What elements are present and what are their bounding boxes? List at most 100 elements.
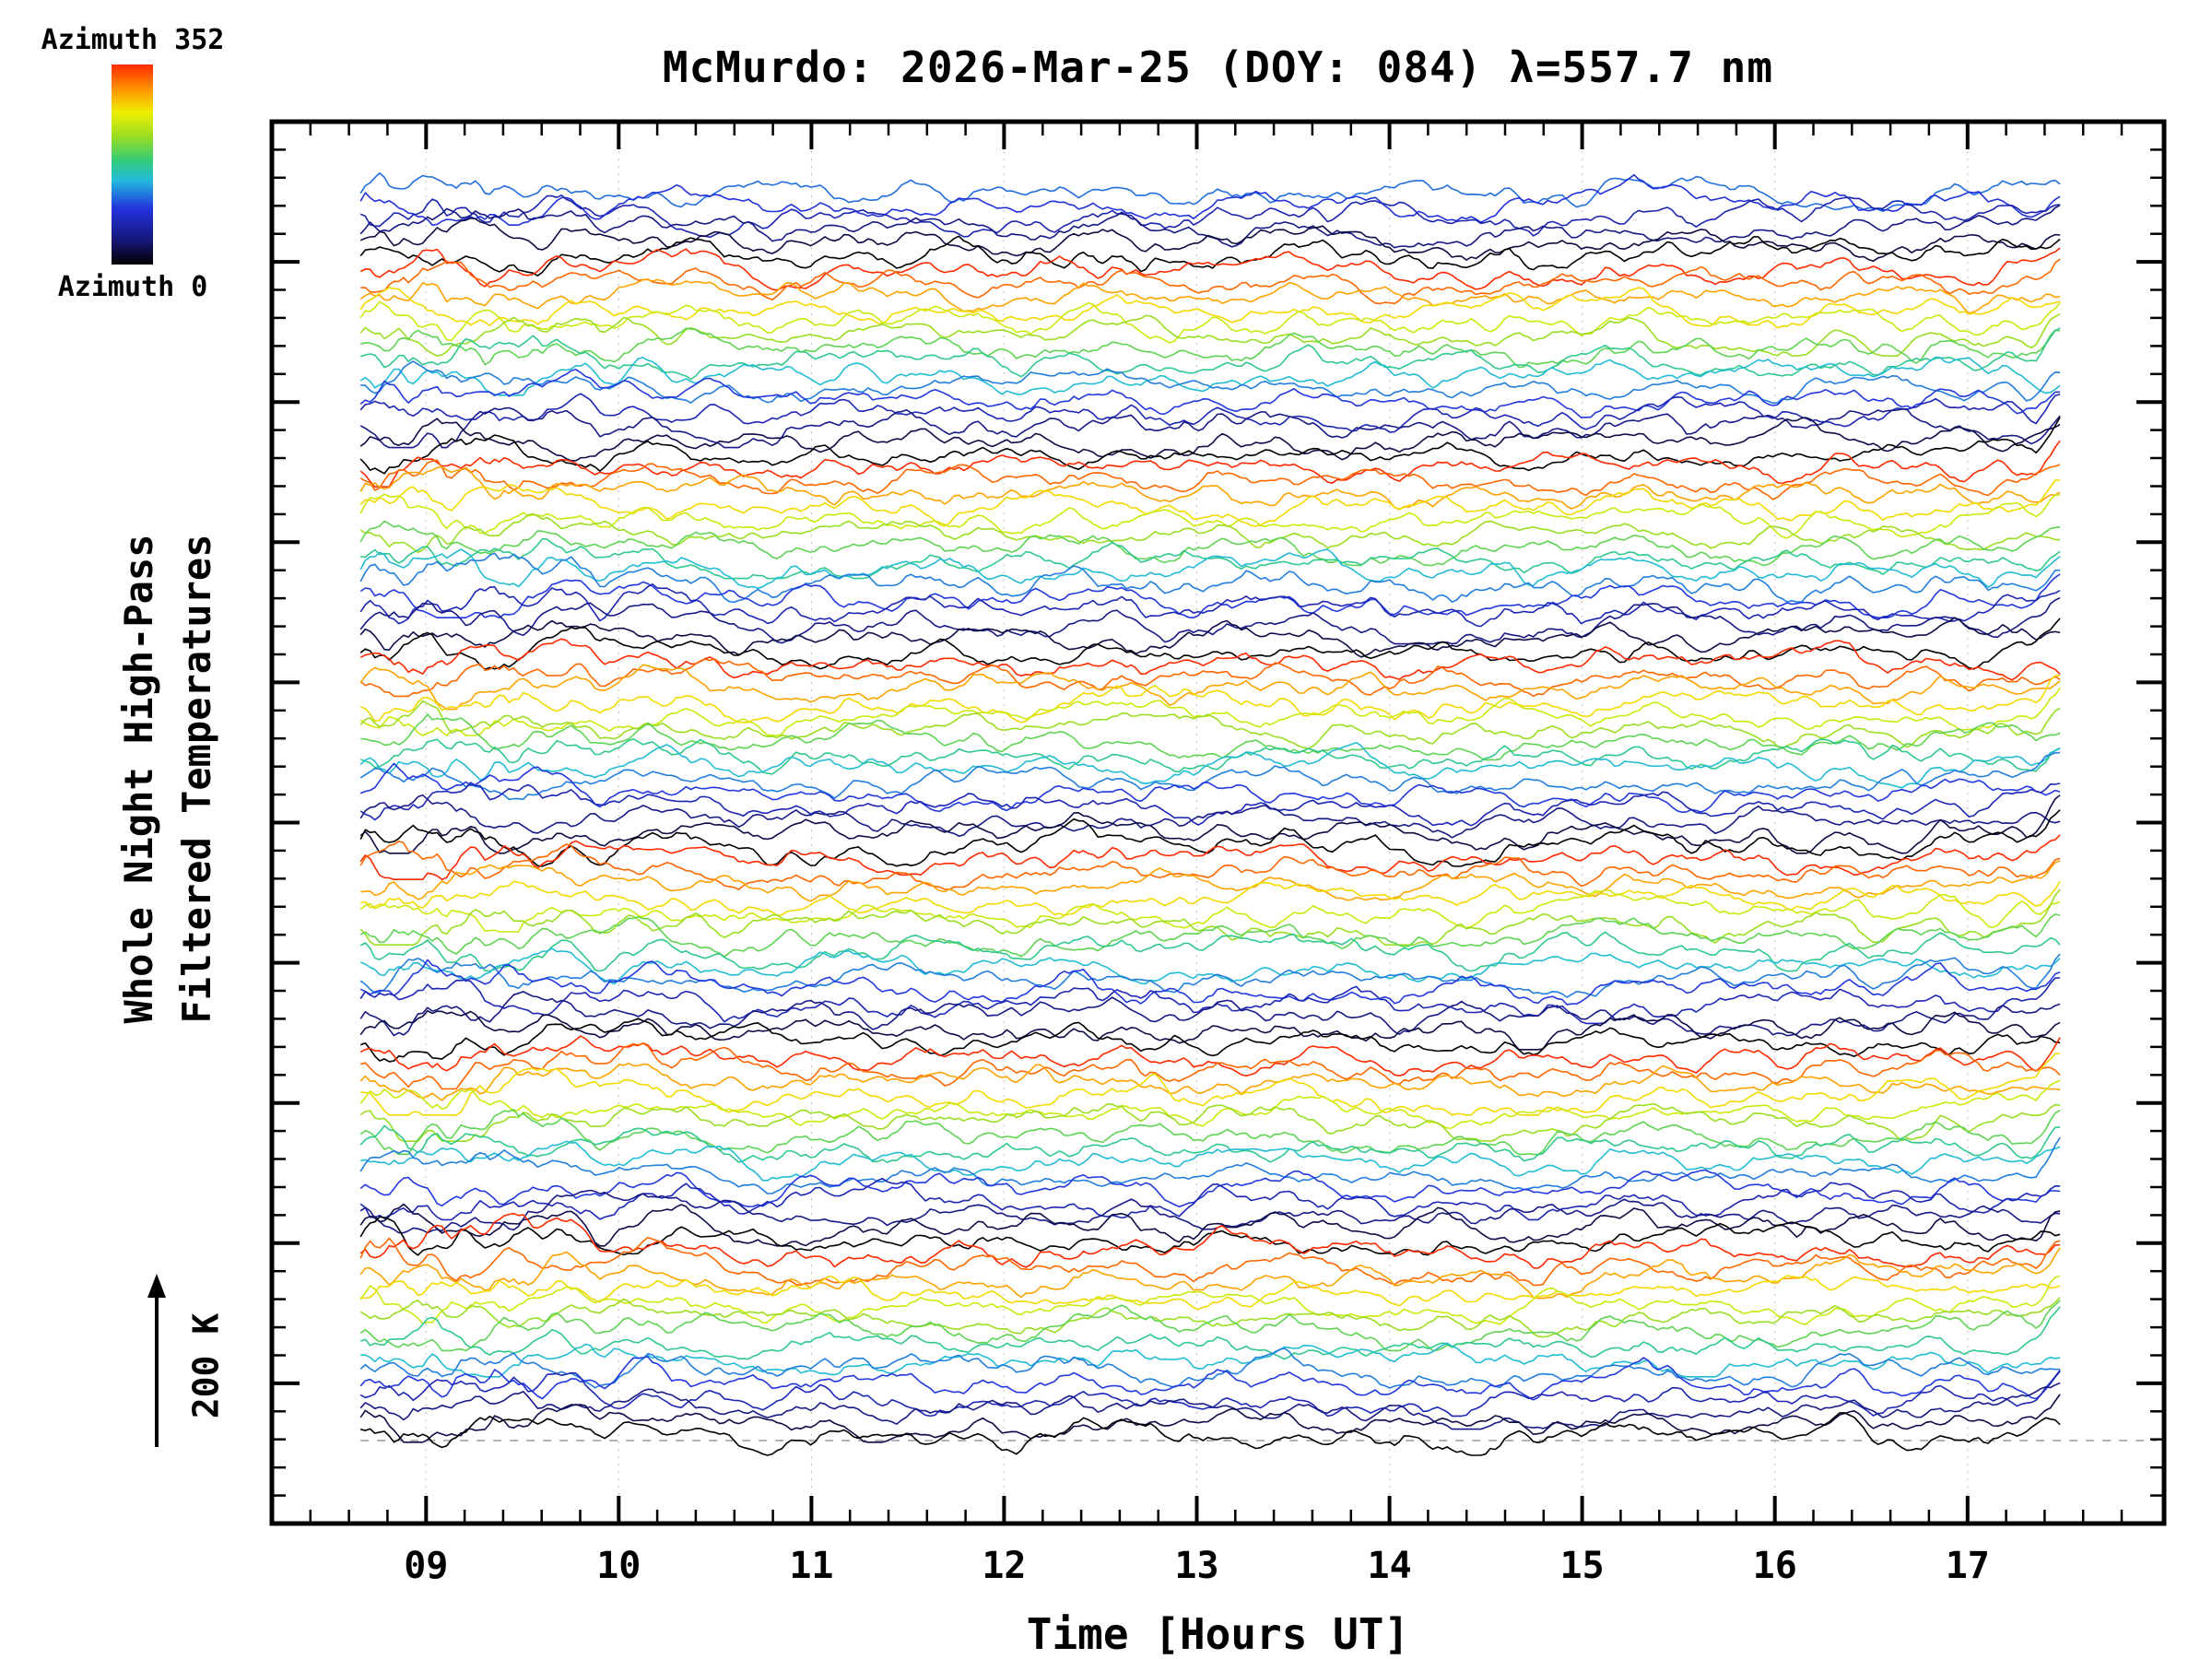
trace [359,278,2061,314]
x-tick-label: 12 [982,1545,1026,1587]
trace [359,687,2061,736]
x-tick-label: 09 [404,1545,448,1587]
trace [359,834,2061,881]
trace [359,327,2061,369]
trace [359,1275,2061,1325]
x-tick-label: 10 [596,1545,641,1587]
trace [359,947,2061,985]
trace [359,1169,2061,1207]
trace [359,1212,2061,1269]
trace [359,312,2061,358]
trace [359,1109,2061,1156]
trace [359,171,2061,213]
trace [359,617,2061,658]
trace [359,737,2061,775]
trace [359,664,2061,711]
trace [359,638,2061,681]
trace [359,1018,2061,1063]
trace [359,888,2061,946]
trace [359,573,2061,619]
trace [359,1177,2061,1221]
trace [359,1356,2061,1401]
trace [359,794,2061,839]
axis-ticks [272,122,2164,1524]
trace [359,1370,2061,1418]
trace [360,258,2061,305]
trace [360,880,2061,917]
trace [359,658,2061,698]
trace [360,1342,2061,1378]
trace [359,1306,2061,1360]
trace [359,479,2061,527]
trace [360,1053,2061,1116]
x-axis-label: Time [Hours UT] [1026,1609,1410,1659]
colorbar-bottom-label: Azimuth 0 [57,271,208,303]
trace [359,520,2061,567]
azimuth-colorbar [112,65,153,265]
trace [359,675,2061,724]
trace [359,596,2061,645]
chart-title: McMurdo: 2026-Mar-25 (DOY: 084) λ=557.7 … [662,42,1774,92]
trace [359,327,2061,381]
trace [359,751,2061,801]
trace [359,1297,2061,1338]
x-tick-label: 11 [789,1545,833,1587]
trace [360,1412,2061,1456]
trace [359,194,2061,239]
trace [359,1063,2061,1101]
trace [359,493,2061,539]
trace [359,889,2061,933]
trace [359,741,2061,789]
trace [359,552,2061,604]
trace [359,440,2061,488]
trace [359,1347,2061,1389]
trace [359,700,2061,750]
trace [359,173,2061,226]
trace [359,247,2061,291]
trace [359,512,2061,554]
trace [359,1236,2061,1287]
trace [359,369,2061,418]
trace [360,860,2061,902]
trace [359,762,2061,814]
trace [359,1189,2061,1234]
trace [360,713,2061,761]
trace [359,1136,2061,1194]
trace [360,1275,2061,1311]
trace [359,959,2061,1006]
x-tick-label: 17 [1946,1545,1990,1587]
trace [359,953,2061,998]
scale-arrow [147,1274,166,1447]
trace [359,356,2061,396]
trace [359,459,2061,500]
trace [359,977,2061,1025]
trace [359,417,2061,462]
trace [360,537,2061,580]
arrow-up-icon [147,1274,166,1298]
trace [359,618,2061,671]
trace [359,582,2061,628]
trace [359,204,2061,249]
scale-arrow-label: 200 K [185,1312,227,1419]
colorbar-top-label: Azimuth 352 [41,24,225,56]
x-tick-label: 13 [1174,1545,1218,1587]
trace [359,286,2061,329]
y-axis-label-line1: Whole Night High-Pass [116,534,161,1024]
trace [359,931,2061,972]
x-tick-label: 14 [1368,1545,1412,1587]
trace [359,782,2061,827]
trace [359,217,2061,263]
trace [359,1394,2061,1443]
trace [359,1382,2061,1430]
trace [360,1140,2061,1182]
trace [359,1079,2061,1129]
trace [359,1300,2061,1352]
trace [359,840,2061,890]
trace [359,406,2061,449]
y-axis-label-line2: Filtered Temperatures [174,534,219,1024]
trace [359,991,2061,1037]
x-tick-label: 16 [1753,1545,1797,1587]
trace [359,1102,2061,1142]
